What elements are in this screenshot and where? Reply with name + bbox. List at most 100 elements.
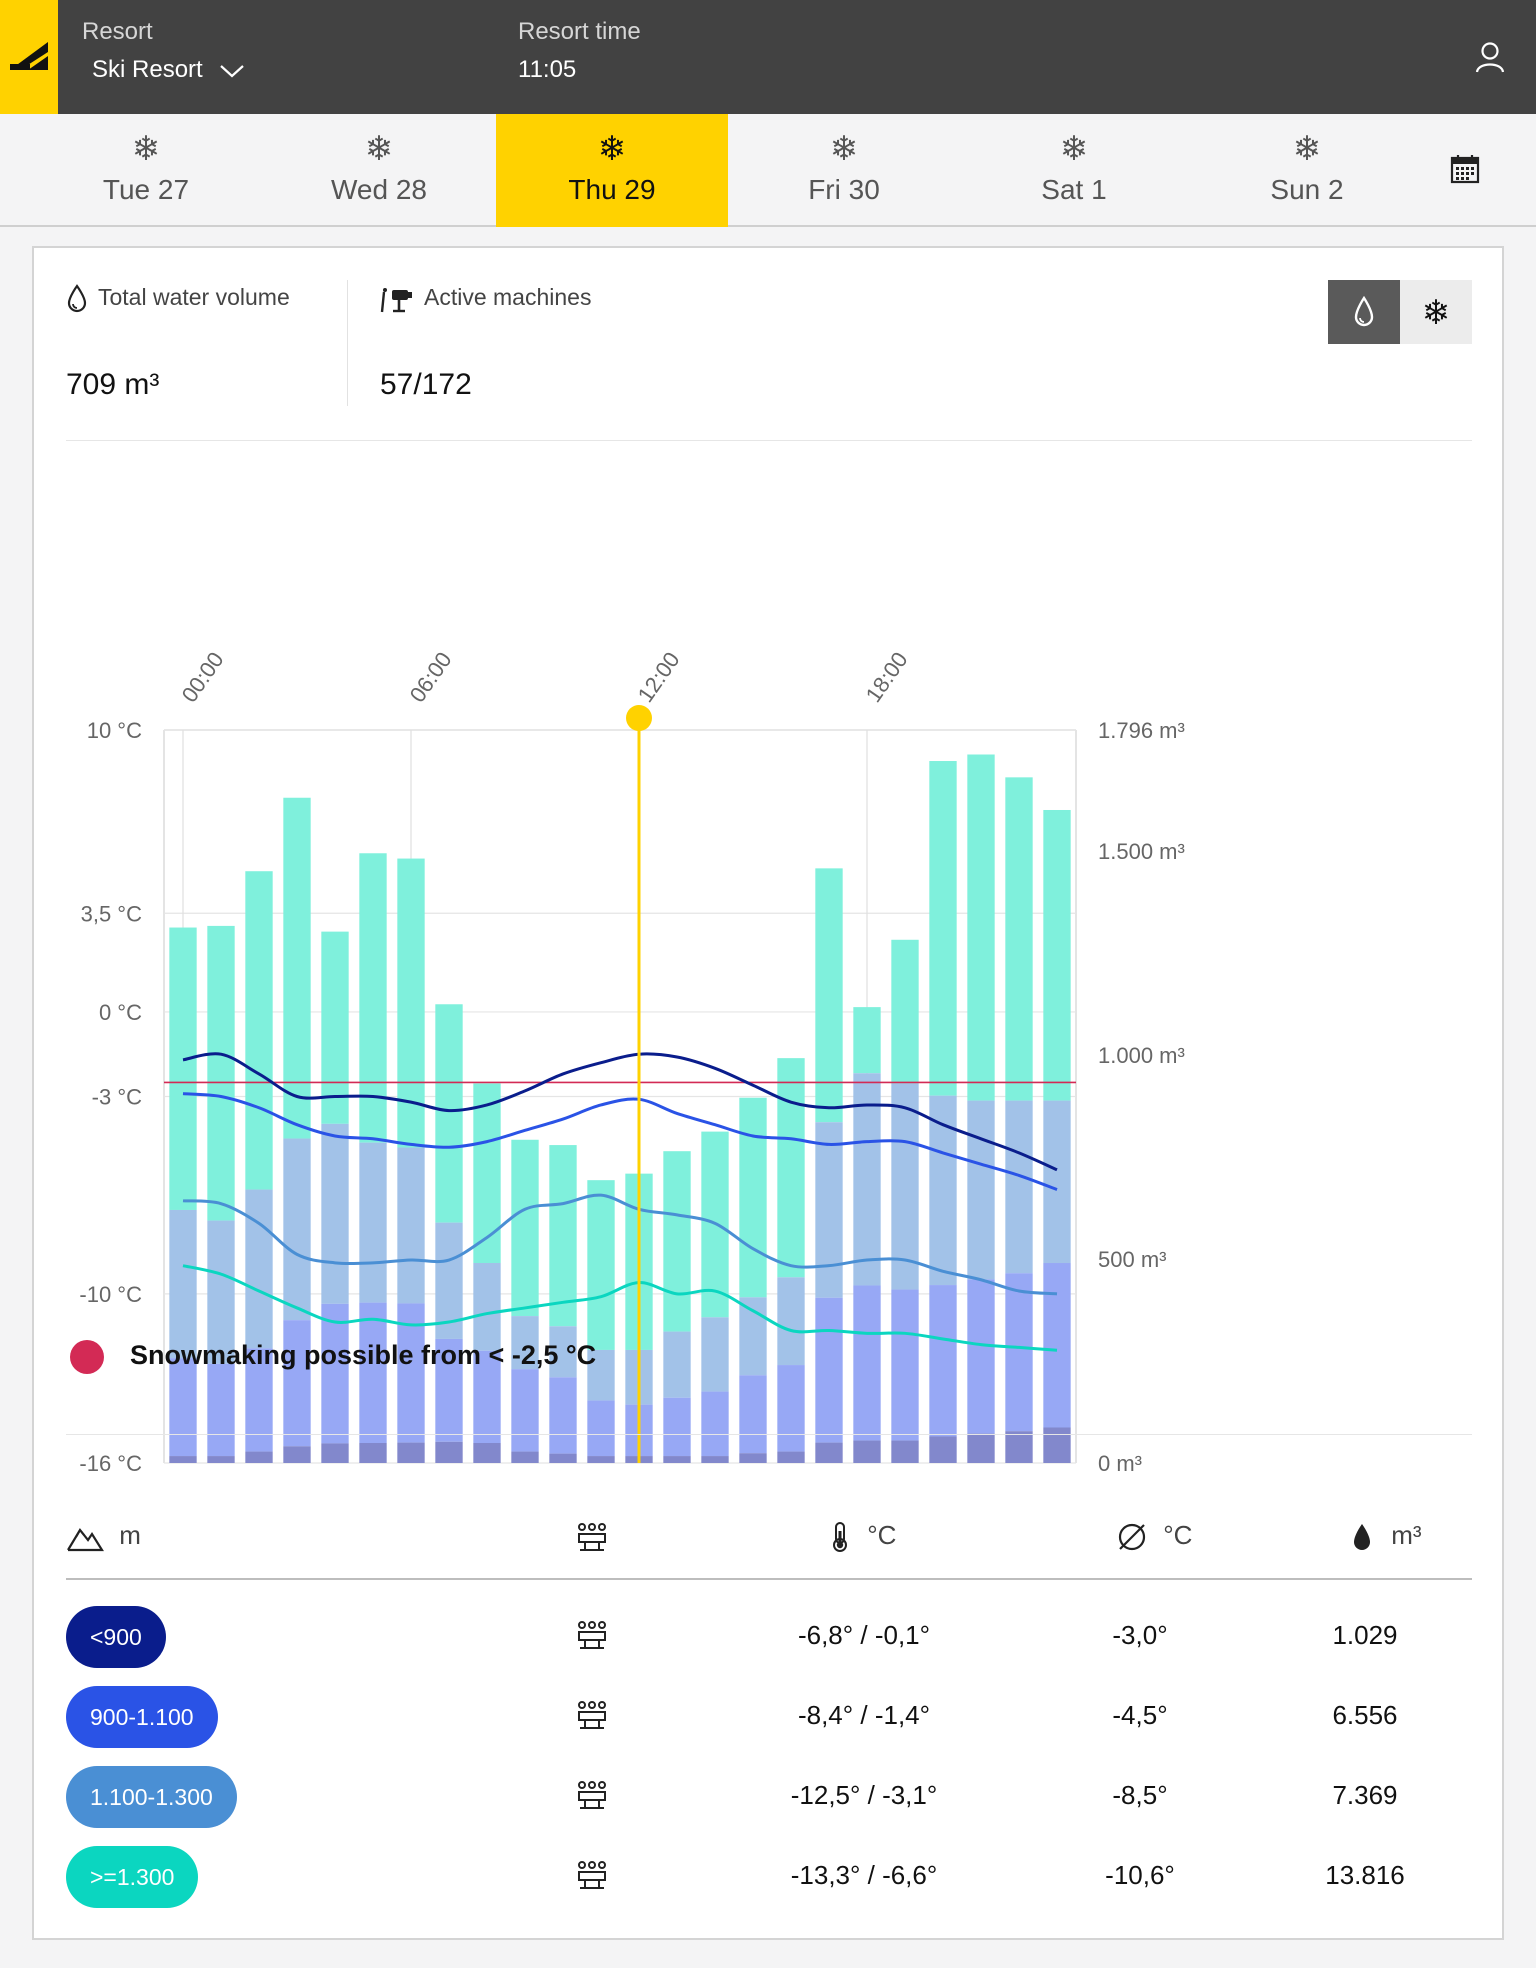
- snow-view-toggle[interactable]: ❄: [1400, 280, 1472, 344]
- temperature-series-line: [182, 1264, 1058, 1352]
- bar-segment-base: [853, 1440, 881, 1463]
- snow-cannon-group-icon[interactable]: [576, 1860, 608, 1890]
- bar-segment-mid: [967, 1100, 995, 1280]
- altitude-header-unit: m: [119, 1520, 141, 1550]
- bar-segment-base: [777, 1451, 805, 1463]
- bar-segment-base: [283, 1446, 311, 1463]
- snow-cannon-group-icon[interactable]: [576, 1620, 608, 1650]
- day-tab-label: Thu 29: [568, 174, 656, 205]
- altitude-band-pill[interactable]: >=1.300: [66, 1846, 199, 1908]
- bar-segment-top: [245, 871, 273, 1190]
- bar-segment-base: [967, 1433, 995, 1463]
- resort-logo[interactable]: [0, 0, 58, 114]
- bar-segment-low: [815, 1297, 843, 1443]
- divider: [66, 440, 1472, 441]
- temperature-range: -13,3° / -6,6°: [790, 1860, 938, 1890]
- day-tab-label: Fri 30: [808, 174, 880, 205]
- table-row: 900-1.100 -8,4° / -1,4° -4,5° 6.556: [34, 1682, 1502, 1752]
- bar-segment-low: [891, 1289, 919, 1441]
- day-tab-fri-30[interactable]: ❄ Fri 30: [728, 114, 960, 227]
- bar-segment-top: [511, 1139, 539, 1317]
- snowflake-icon: ❄: [131, 130, 161, 168]
- bar-segment-low: [473, 1350, 501, 1444]
- bar-segment-top: [815, 868, 843, 1123]
- water-view-toggle[interactable]: [1328, 280, 1400, 344]
- altitude-band-pill[interactable]: <900: [66, 1606, 166, 1668]
- bar-segment-mid: [815, 1122, 843, 1298]
- bar-segment-low: [739, 1375, 767, 1454]
- chevron-down-icon: [220, 64, 245, 78]
- left-axis-tick-label: -10 °C: [79, 1282, 142, 1307]
- bar-segment-base: [1043, 1427, 1071, 1463]
- logo-icon: [10, 42, 48, 70]
- bar-segment-low: [283, 1320, 311, 1447]
- left-axis-tick-label: 3,5 °C: [81, 901, 142, 926]
- day-tab-tue-27[interactable]: ❄ Tue 27: [30, 114, 262, 227]
- bar-segment-low: [359, 1302, 387, 1444]
- temperature-range-header: °C: [830, 1520, 896, 1553]
- table-header-divider: [66, 1578, 1472, 1580]
- day-tab-thu-29[interactable]: ❄ Thu 29: [496, 114, 728, 227]
- temperature-header-unit: °C: [867, 1520, 897, 1550]
- water-drop-icon: [67, 284, 87, 313]
- bar-segment-top: [891, 939, 919, 1084]
- table-row: >=1.300 -13,3° / -6,6° -10,6° 13.816: [34, 1842, 1502, 1912]
- day-tab-sat-1[interactable]: ❄ Sat 1: [958, 114, 1190, 227]
- left-axis-tick-label: -16 °C: [79, 1451, 142, 1476]
- bar-segment-base: [207, 1456, 235, 1463]
- bar-segment-base: [739, 1453, 767, 1463]
- day-tab-sun-2[interactable]: ❄ Sun 2: [1191, 114, 1423, 227]
- day-tabs: ❄ Tue 27 ❄ Wed 28 ❄ Thu 29 ❄ Fri 30 ❄ Sa…: [0, 114, 1536, 227]
- bar-segment-mid: [169, 1209, 197, 1359]
- bar-segment-mid: [473, 1263, 501, 1351]
- resort-selector[interactable]: Ski Resort: [92, 56, 245, 84]
- left-axis-tick-label: -3 °C: [92, 1085, 142, 1110]
- bar-segment-mid: [283, 1138, 311, 1321]
- bar-segment-low: [1043, 1263, 1071, 1428]
- left-axis-tick-label: 10 °C: [87, 718, 142, 743]
- snow-cannon-group-icon[interactable]: [576, 1780, 608, 1810]
- bar-segment-mid: [549, 1326, 577, 1378]
- bar-segment-mid: [663, 1331, 691, 1398]
- active-machines-value: 57/172: [380, 368, 472, 401]
- bar-segment-low: [853, 1285, 881, 1441]
- temperature-series-line: [182, 1193, 1058, 1296]
- snow-cannon-group-icon[interactable]: [576, 1700, 608, 1730]
- water-drop-icon: [1354, 1524, 1370, 1551]
- water-volume: 7.369: [1332, 1780, 1398, 1810]
- average-icon: [1118, 1524, 1146, 1551]
- threshold-legend-dot: [70, 1340, 104, 1374]
- bar-segment-mid: [587, 1349, 615, 1401]
- day-tab-wed-28[interactable]: ❄ Wed 28: [263, 114, 495, 227]
- bar-segment-low: [207, 1363, 235, 1457]
- altitude-band-pill[interactable]: 1.100-1.300: [66, 1766, 237, 1828]
- bar-segment-top: [321, 931, 349, 1124]
- day-tab-label: Wed 28: [331, 174, 427, 205]
- bar-segment-low: [169, 1358, 197, 1457]
- water-header-unit: m³: [1391, 1520, 1422, 1550]
- calendar-icon[interactable]: [1450, 154, 1480, 184]
- bar-segment-base: [473, 1443, 501, 1463]
- bar-segment-mid: [739, 1297, 767, 1376]
- bar-segment-base: [1005, 1431, 1033, 1463]
- altitude-band-pill[interactable]: 900-1.100: [66, 1686, 218, 1748]
- bar-segment-base: [549, 1453, 577, 1463]
- right-axis-tick-label: 1.796 m³: [1098, 718, 1185, 743]
- resort-label: Resort: [82, 18, 153, 45]
- resort-time-label: Resort time: [518, 18, 641, 45]
- bar-segment-base: [397, 1442, 425, 1463]
- bar-segment-top: [359, 853, 387, 1143]
- temperature-range: -8,4° / -1,4°: [797, 1700, 931, 1730]
- bar-segment-base: [663, 1456, 691, 1463]
- bar-segment-top: [283, 797, 311, 1139]
- bar-segment-low: [321, 1303, 349, 1444]
- user-icon[interactable]: [1474, 40, 1506, 74]
- bar-segment-top: [473, 1083, 501, 1264]
- bar-segment-base: [435, 1441, 463, 1463]
- water-volume: 6.556: [1332, 1700, 1398, 1730]
- current-time-marker: [626, 705, 652, 731]
- bar-segment-base: [169, 1456, 197, 1463]
- bar-segment-base: [929, 1436, 957, 1463]
- stat-divider: [347, 280, 348, 406]
- bar-segment-mid: [1005, 1100, 1033, 1274]
